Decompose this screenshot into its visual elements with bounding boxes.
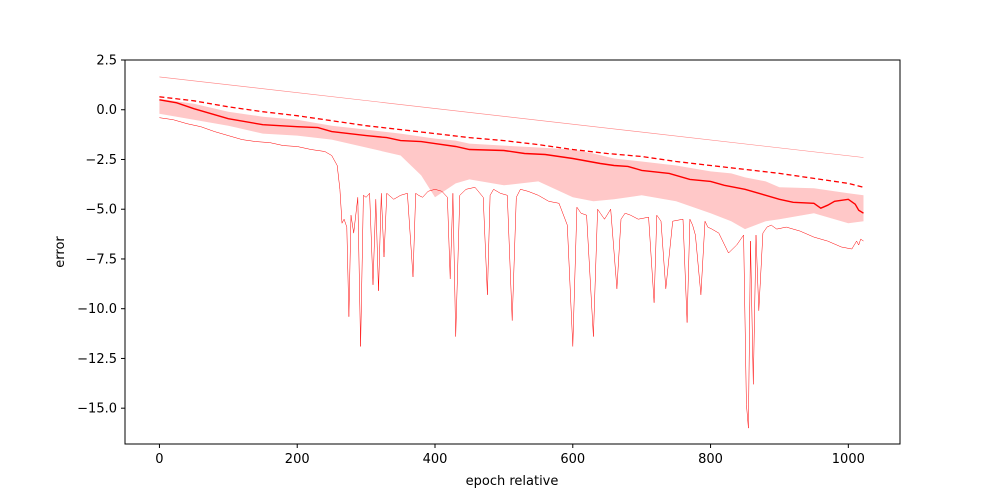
mean-line — [159, 99, 864, 214]
x-tick-label: 800 — [698, 452, 723, 467]
x-axis-label: epoch relative — [466, 474, 559, 489]
y-axis: 2.5 0.0 −2.5 −5.0 −7.5 −10.0 −12.5 −15.0 — [77, 54, 125, 417]
x-axis: 0 200 400 600 800 1000 — [155, 444, 865, 467]
x-tick-label: 200 — [285, 452, 310, 467]
y-tick-label: −2.5 — [85, 153, 117, 168]
y-tick-label: −7.5 — [85, 252, 117, 267]
y-tick-label: 2.5 — [96, 54, 117, 69]
x-tick-label: 400 — [423, 452, 448, 467]
y-tick-label: 0.0 — [96, 103, 117, 118]
upper-bound-line — [159, 76, 864, 158]
lower-bound-line — [159, 117, 864, 429]
axes-frame — [124, 59, 901, 445]
x-tick-label: 1000 — [832, 452, 865, 467]
y-tick-label: −12.5 — [77, 352, 117, 367]
plot-area — [159, 76, 864, 429]
y-axis-label: error — [53, 236, 68, 268]
y-tick-label: −5.0 — [85, 203, 117, 218]
x-tick-label: 600 — [560, 452, 585, 467]
dashed-line — [159, 96, 864, 188]
x-tick-label: 0 — [155, 452, 163, 467]
y-tick-label: −10.0 — [77, 302, 117, 317]
confidence-band — [159, 98, 864, 230]
y-tick-label: −15.0 — [77, 402, 117, 417]
